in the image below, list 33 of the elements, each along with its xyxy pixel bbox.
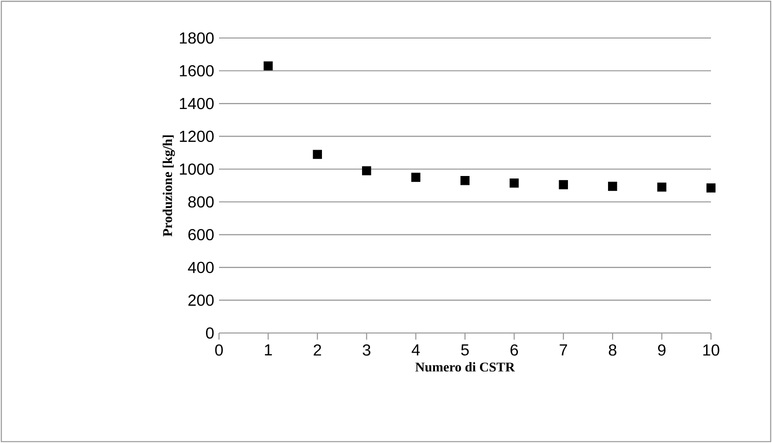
x-tick-label: 10: [703, 344, 720, 356]
x-tick-label: 0: [215, 344, 223, 356]
x-tick-label: 3: [362, 344, 370, 356]
x-tick-label: 5: [461, 344, 469, 356]
y-tick-label: 200: [188, 294, 214, 306]
point: [460, 176, 470, 186]
x-tick-label: 9: [658, 344, 666, 356]
point: [411, 172, 420, 182]
point: [264, 61, 273, 70]
y-tick-label: 1000: [180, 163, 214, 175]
point: [706, 183, 716, 192]
y-tick-label: 800: [188, 196, 214, 208]
y-tick-label: 1600: [180, 65, 214, 76]
point: [608, 182, 618, 191]
x-axis-title: Numero di CSTR: [415, 362, 515, 372]
x-tick-label: 6: [510, 344, 518, 356]
y-tick-label: 600: [188, 229, 214, 240]
x-tick-label: 2: [314, 344, 322, 356]
x-tick-label: 1: [264, 344, 272, 356]
y-tick-label: 0: [206, 327, 214, 339]
y-tick-label: 1200: [180, 130, 214, 142]
y-tick-label: 400: [188, 262, 214, 274]
point: [657, 182, 666, 192]
x-tick-label: 7: [560, 344, 568, 356]
point: [312, 150, 322, 159]
y-tick-label: 1400: [180, 98, 214, 110]
point: [362, 166, 372, 176]
x-tick-label: 8: [608, 344, 616, 356]
y-axis-title: Produzione [kg/h]: [162, 135, 175, 236]
point: [510, 178, 519, 188]
x-tick-label: 4: [412, 344, 420, 356]
y-tick-label: 1800: [180, 32, 214, 44]
point: [558, 180, 568, 190]
